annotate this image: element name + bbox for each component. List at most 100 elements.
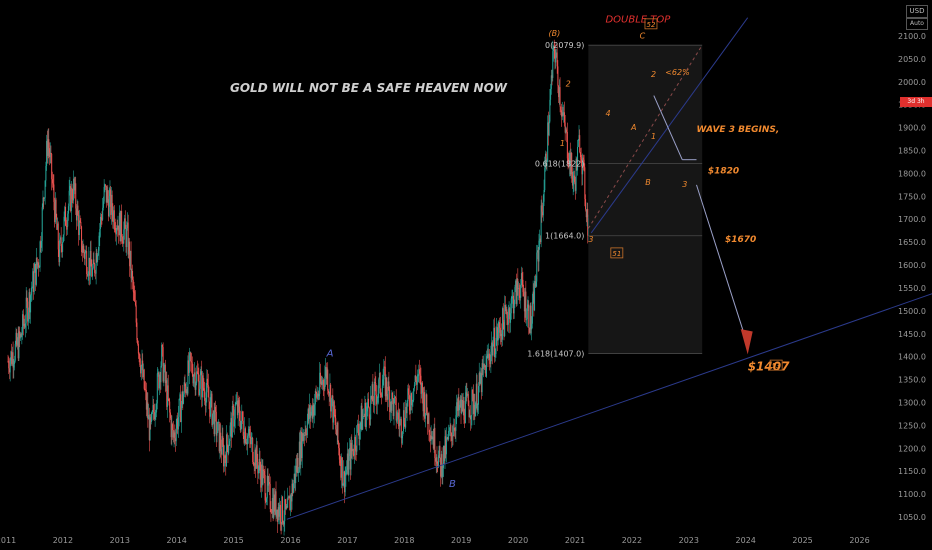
candle-body (552, 51, 554, 78)
candle-body (209, 397, 211, 417)
candle-body (417, 375, 419, 377)
candle-body (482, 363, 484, 369)
candle-body (486, 354, 488, 357)
candle-body (76, 205, 78, 221)
candle-body (569, 152, 571, 167)
candle-body (164, 364, 166, 371)
candle-body (306, 420, 308, 436)
candle-body (317, 393, 319, 397)
candle-body (10, 351, 12, 361)
candle-body (425, 394, 427, 414)
candle-body (503, 322, 505, 337)
candle-body (169, 412, 171, 419)
candle-body (360, 422, 362, 430)
candle-body (336, 422, 338, 436)
annotation-label: 2 (566, 79, 571, 88)
candle-body (309, 404, 311, 420)
candle-body (390, 401, 392, 411)
price-tick-label: 2100.0 (898, 32, 926, 41)
candle-body (397, 412, 399, 420)
candle-body (534, 281, 536, 287)
candle-body (496, 327, 498, 338)
candle-body (493, 327, 495, 345)
candle-body (351, 448, 353, 452)
candle-body (317, 393, 319, 399)
current-price-flag: 3d 3h (900, 97, 932, 107)
candle-body (196, 371, 198, 384)
candle-body (389, 390, 391, 412)
candle-body (327, 390, 329, 394)
candle-body (47, 139, 49, 156)
currency-badge[interactable]: USD (906, 5, 928, 18)
annotation-label: 2 (651, 70, 656, 79)
candle-body (125, 228, 127, 248)
candle-body (49, 152, 51, 158)
candle-body (533, 291, 535, 311)
time-tick-label: 2015 (223, 536, 243, 545)
candle-body (110, 194, 112, 215)
candle-body (191, 362, 193, 375)
candle-body (153, 412, 155, 420)
candle-body (477, 404, 479, 411)
candle-body (74, 183, 76, 191)
candle-body (532, 291, 534, 303)
candle-body (562, 112, 564, 116)
candle-body (138, 353, 140, 355)
candle-body (163, 370, 165, 382)
candle-body (372, 384, 374, 402)
price-tick-label: 1350.0 (898, 376, 926, 385)
candle-body (400, 418, 402, 439)
candle-body (290, 495, 292, 511)
candle-body (199, 374, 201, 389)
candle-body (408, 388, 410, 395)
candle-body (384, 366, 386, 368)
candle-body (458, 396, 460, 411)
zoom-badge[interactable]: Auto (906, 18, 928, 30)
candle-body (23, 323, 25, 326)
candle-body (126, 228, 128, 248)
candle-body (494, 354, 496, 357)
candle-body (131, 270, 133, 279)
candle-body (141, 360, 143, 366)
annotation-label: B (449, 479, 456, 490)
candle-body (180, 394, 182, 423)
candle-body (266, 475, 268, 499)
candle-body (338, 448, 340, 460)
candle-body (90, 250, 92, 267)
candle-body (191, 361, 193, 363)
candle-body (237, 400, 239, 416)
candle-body (553, 45, 555, 52)
candle-body (571, 171, 573, 186)
candle-body (257, 461, 259, 474)
candle-body (582, 157, 584, 175)
candle-body (198, 374, 200, 396)
price-tick-label: 2000.0 (898, 78, 926, 87)
candle-body (78, 214, 80, 236)
candle-body (484, 365, 486, 368)
candle-body (365, 402, 367, 428)
candle-body (192, 374, 194, 384)
time-tick-label: 2014 (167, 536, 187, 545)
candle-body (282, 522, 284, 525)
candle-body (558, 87, 560, 98)
candle-body (526, 319, 528, 321)
candle-body (364, 402, 366, 417)
candle-body (402, 431, 404, 436)
candle-body (41, 240, 43, 248)
candle-body (580, 157, 582, 159)
candle-body (189, 352, 191, 354)
candle-body (371, 384, 373, 400)
annotation-label: 1 (560, 139, 565, 148)
candle-body (432, 437, 434, 440)
candle-body (161, 345, 163, 366)
time-tick-label: 2016 (280, 536, 300, 545)
candle-body (188, 353, 190, 373)
candle-body (59, 239, 61, 263)
candle-body (231, 418, 233, 438)
candle-body (117, 225, 119, 230)
candle-body (474, 404, 476, 417)
candle-body (91, 266, 93, 277)
candle-body (386, 394, 388, 400)
candle-body (480, 373, 482, 384)
